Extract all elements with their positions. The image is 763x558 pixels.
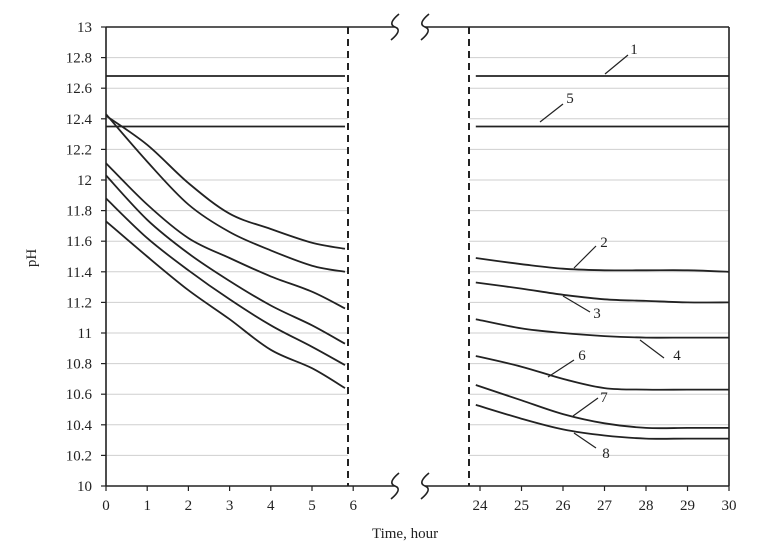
x-tick-label: 26 (556, 498, 572, 514)
annotation-leader-3 (562, 295, 591, 313)
x-tick-label: 28 (639, 498, 654, 514)
series-6-line-right (475, 355, 729, 391)
y-axis-title: pH (24, 249, 40, 268)
y-tick-label: 12.2 (66, 142, 92, 158)
curve-layer (105, 75, 730, 440)
axis-break-mark (390, 13, 400, 41)
annotation-label-2: 2 (600, 235, 608, 251)
y-tick-label: 11.4 (66, 265, 92, 281)
y-tick-label: 11.6 (66, 234, 92, 250)
annotation-leader-7 (572, 397, 599, 417)
x-tick-label: 1 (143, 498, 151, 514)
series-7-line-left (105, 197, 346, 366)
annotation-label-7: 7 (600, 390, 608, 406)
annotation-label-5: 5 (566, 91, 574, 107)
y-tick-label: 10.4 (66, 418, 93, 434)
series-4-line-left (105, 162, 346, 310)
annotation-label-4: 4 (673, 348, 681, 364)
series-7-line-right (475, 384, 729, 430)
series-3-line-left (105, 113, 346, 273)
y-tick-label: 12.6 (66, 81, 93, 97)
series-2-line-left (105, 114, 346, 250)
series-2-line-right (475, 257, 730, 273)
y-tick-label: 10.2 (66, 448, 92, 464)
y-tick-label: 10 (77, 479, 92, 495)
y-tick-label: 10.8 (66, 357, 92, 373)
annotation-label-6: 6 (578, 348, 586, 364)
x-tick-label: 2 (185, 498, 193, 514)
y-tick-label: 12.4 (66, 112, 93, 128)
annotation-leader-5 (539, 103, 564, 123)
annotation-leader-1 (604, 54, 629, 75)
x-axis-title: Time, hour (372, 526, 438, 542)
y-tick-label: 11.2 (66, 295, 92, 311)
annotation-leader-2 (573, 245, 597, 269)
annotation-leader-4 (639, 339, 665, 359)
x-tick-label: 29 (680, 498, 695, 514)
y-tick-label: 11.8 (66, 204, 92, 220)
annotation-leader-8 (573, 432, 597, 449)
series-3-line-right (475, 281, 730, 304)
x-tick-label: 3 (226, 498, 234, 514)
frame-layer (101, 13, 730, 500)
x-tick-label: 27 (597, 498, 613, 514)
y-tick-label: 11 (78, 326, 92, 342)
annotation-leader-6 (547, 359, 575, 378)
x-tick-label: 25 (514, 498, 529, 514)
axis-break-mark (420, 13, 430, 41)
x-tick-label: 24 (473, 498, 489, 514)
series-8-line-right (475, 404, 729, 440)
annotation-label-1: 1 (630, 42, 638, 58)
axis-break-mark (420, 472, 430, 500)
x-tick-label: 4 (267, 498, 275, 514)
annotation-label-3: 3 (593, 306, 601, 322)
x-tick-label: 6 (349, 498, 357, 514)
y-tick-label: 13 (77, 20, 92, 36)
y-tick-label: 10.6 (66, 387, 93, 403)
x-tick-label: 30 (722, 498, 737, 514)
x-tick-label: 0 (102, 498, 110, 514)
series-4-line-right (475, 318, 729, 339)
annotation-label-8: 8 (602, 446, 610, 462)
series-6-line-left (105, 174, 346, 345)
label-layer: 1010.210.410.610.81111.211.411.611.81212… (66, 20, 737, 514)
grid-layer (106, 57, 729, 456)
x-tick-label: 5 (308, 498, 316, 514)
y-tick-label: 12 (77, 173, 92, 189)
axis-break-mark (390, 472, 400, 500)
y-tick-label: 12.8 (66, 51, 92, 67)
series-8-line-left (105, 220, 346, 389)
